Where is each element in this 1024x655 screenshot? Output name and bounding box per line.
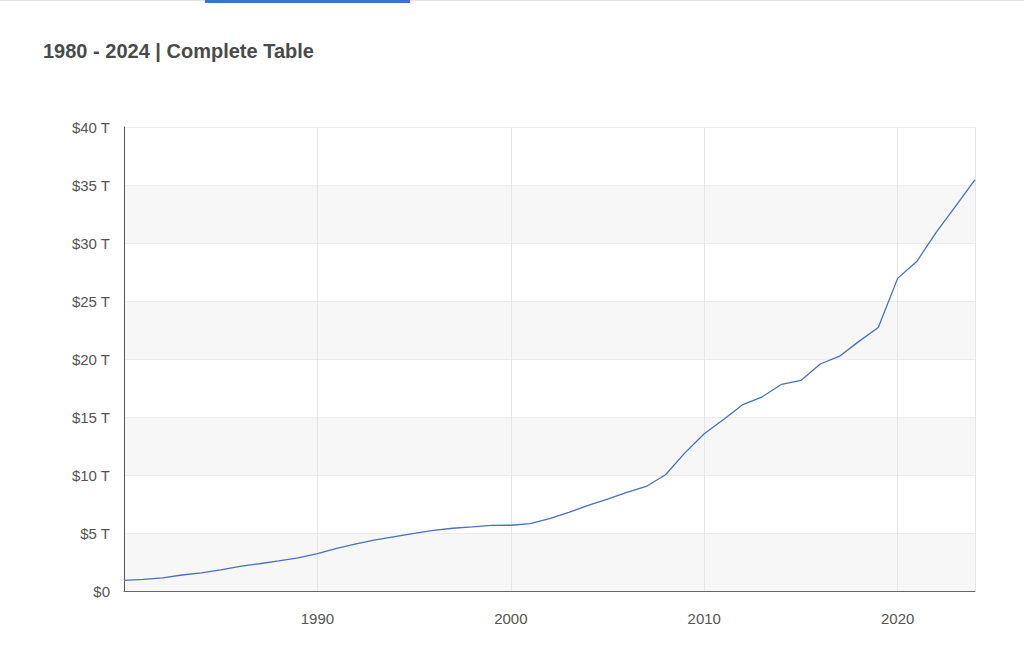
svg-text:2000: 2000 <box>494 610 527 627</box>
svg-text:$0: $0 <box>93 583 110 600</box>
svg-text:2020: 2020 <box>881 610 914 627</box>
svg-text:$25 T: $25 T <box>72 293 110 310</box>
svg-text:$40 T: $40 T <box>72 119 110 136</box>
svg-text:$20 T: $20 T <box>72 351 110 368</box>
svg-text:$30 T: $30 T <box>72 235 110 252</box>
svg-text:2010: 2010 <box>688 610 721 627</box>
svg-text:1980 - 2024 | Complete Table: 1980 - 2024 | Complete Table <box>43 40 314 62</box>
svg-text:$5 T: $5 T <box>80 525 110 542</box>
svg-text:$15 T: $15 T <box>72 409 110 426</box>
svg-text:$35 T: $35 T <box>72 177 110 194</box>
svg-text:$10 T: $10 T <box>72 467 110 484</box>
svg-text:1990: 1990 <box>301 610 334 627</box>
